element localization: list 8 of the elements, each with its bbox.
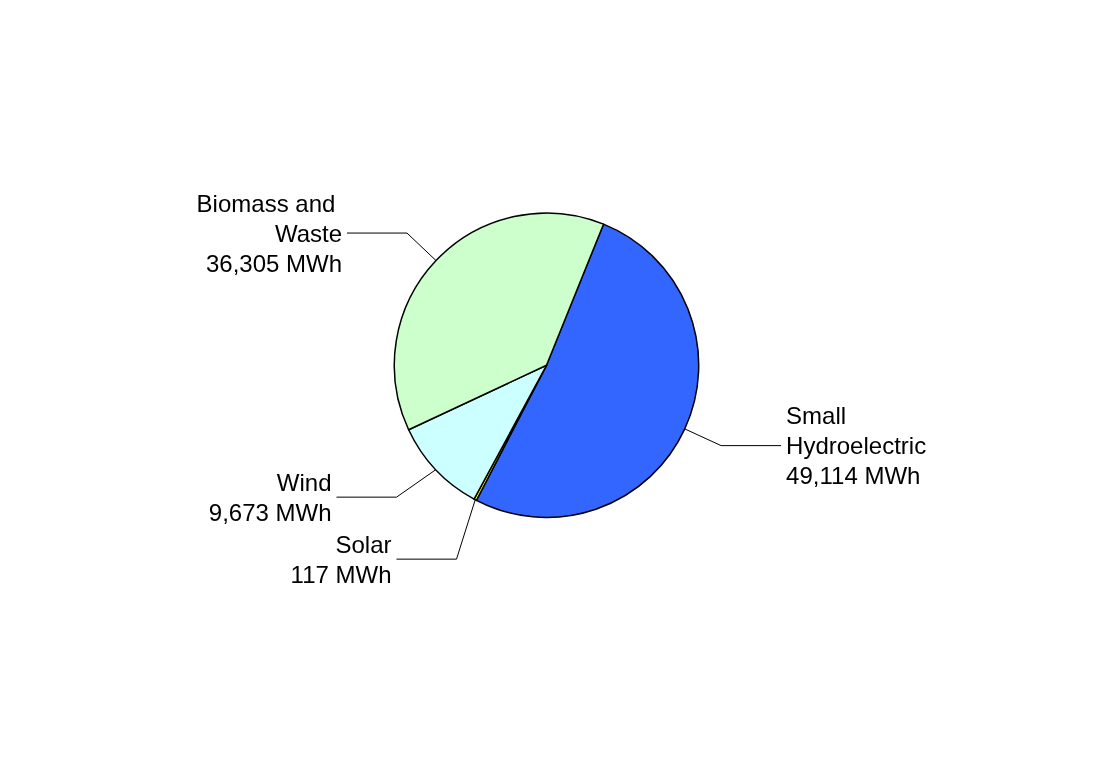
slice-label: Biomass and Waste	[196, 189, 343, 247]
slice-label: Wind	[276, 468, 332, 496]
data-label: 49,114 MWh	[786, 462, 921, 490]
data-label: 36,305 MWh	[205, 249, 343, 277]
slice-label: Solar	[335, 530, 392, 558]
data-label: 9,673 MWh	[208, 498, 332, 526]
slice-label: Small Hydroelectric	[786, 402, 927, 460]
data-label: 117 MWh	[290, 560, 392, 588]
